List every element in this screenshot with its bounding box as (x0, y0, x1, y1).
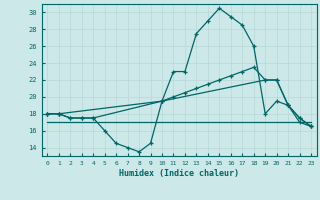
X-axis label: Humidex (Indice chaleur): Humidex (Indice chaleur) (119, 169, 239, 178)
